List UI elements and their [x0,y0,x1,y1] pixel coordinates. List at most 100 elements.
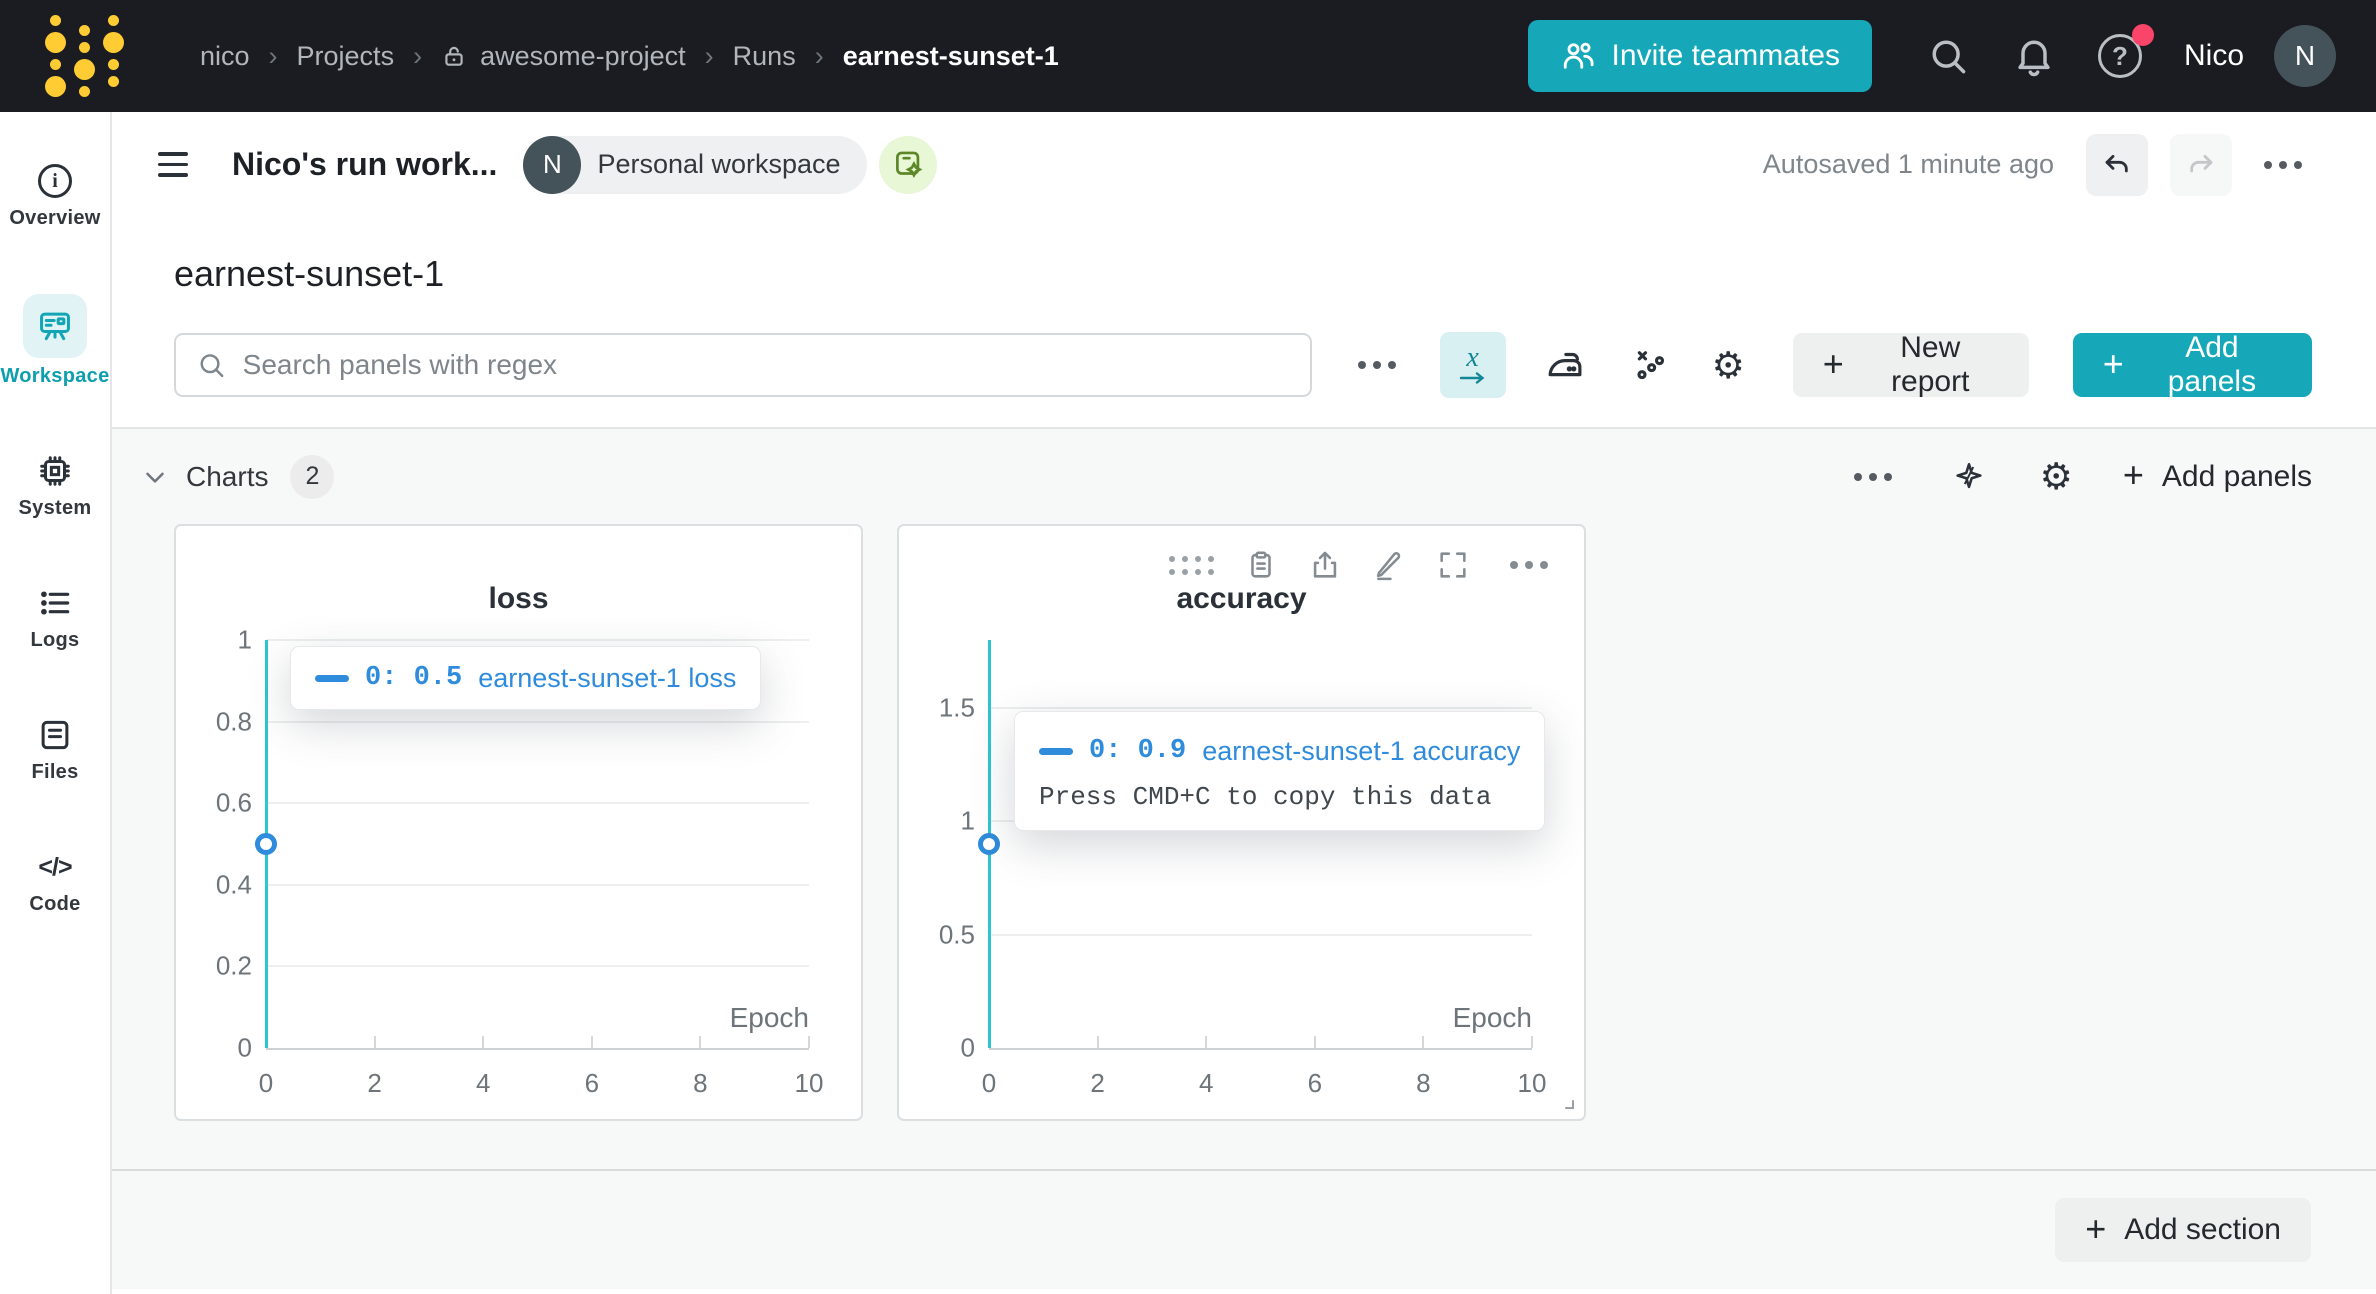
section-add-panels-button[interactable]: + Add panels [2122,454,2312,495]
plus-icon: + [1822,342,1844,384]
wandb-logo-icon[interactable] [44,15,124,97]
workspace-avatar: N [523,135,582,194]
add-section-button[interactable]: + Add section [2055,1198,2311,1262]
x-axis-settings-button[interactable]: x [1439,332,1506,398]
chevron-down-icon[interactable] [140,462,170,492]
user-name[interactable]: Nico [2183,39,2244,72]
chart-title: loss [488,582,549,615]
data-point-marker [978,833,1000,855]
x-tick-mark [808,1036,810,1048]
sparkle-icon[interactable] [1948,456,1990,498]
workspace-title[interactable]: Nico's run work... [232,146,498,182]
sidebar-item-label: Workspace [0,365,110,387]
help-button[interactable]: ? [2092,24,2154,84]
breadcrumb-separator: › [814,40,824,71]
breadcrumb-project[interactable]: awesome-project [480,40,686,71]
x-tick-label: 6 [1307,1068,1323,1098]
sidebar-item-workspace[interactable]: Workspace [0,294,109,388]
drag-handle-icon[interactable] [1169,555,1214,575]
breadcrumb-separator: › [704,40,714,71]
plus-icon: + [2085,1207,2107,1249]
sidebar-item-system[interactable]: System [19,452,92,520]
search-icon [1932,40,1966,74]
help-icon: ? [2097,34,2142,78]
panel-overflow-icon[interactable] [1500,551,1558,579]
breadcrumb-projects[interactable]: Projects [296,40,395,71]
undo-button[interactable] [2086,133,2148,196]
y-tick-label: 0.6 [215,787,252,818]
x-tick-mark [699,1036,702,1048]
x-tick-label: 8 [1416,1068,1431,1098]
charts-count-badge: 2 [290,454,335,499]
workspace-overflow-menu-icon[interactable] [2254,151,2312,179]
footer: + Add section [112,1171,2376,1289]
run-name-heading: earnest-sunset-1 [174,253,445,294]
charts-section-header: Charts 2 ⚙ + Add panels [112,429,2376,524]
sparkle-panel-button[interactable] [878,135,937,194]
add-section-label: Add section [2124,1213,2281,1246]
sidebar-item-label: System [18,497,92,519]
chart-tooltip: 0: 0.9 earnest-sunset-1 accuracy Press C… [1014,711,1546,831]
redo-button[interactable] [2170,133,2232,196]
panel-grid: loss 0 0.2 0.4 0.6 0.8 1 0 2 4 6 8 10 Epoch 0: 0.5 e… [174,524,1586,1121]
x-tick-label: 8 [693,1068,708,1098]
panel-search-overflow-icon[interactable] [1348,351,1406,379]
sidebar-item-logs[interactable]: Logs [31,584,80,652]
panel-resize-handle[interactable] [1558,1093,1578,1113]
breadcrumb-run-name[interactable]: earnest-sunset-1 [842,40,1059,71]
plus-icon: + [2122,454,2144,495]
workspace-header-actions: Autosaved 1 minute ago [1762,133,2312,196]
panel-search [174,333,1312,397]
x-tick-mark [1205,1036,1208,1048]
breadcrumb-separator: › [413,40,423,71]
outliers-scatter-icon[interactable] [1624,340,1674,390]
sidebar-item-overview[interactable]: i Overview [9,162,100,230]
menu-icon[interactable] [158,145,198,185]
tooltip-copy-hint: Press CMD+C to copy this data [1039,782,1492,812]
notifications-button[interactable] [2006,28,2062,84]
autosave-status: Autosaved 1 minute ago [1762,149,2054,179]
workspace-tile [23,294,87,358]
add-panels-button[interactable]: + Add panels [2072,331,2312,398]
invite-teammates-button[interactable]: Invite teammates [1527,20,1872,92]
fullscreen-icon[interactable] [1436,548,1470,582]
add-people-icon [1563,42,1594,69]
chart-panel-loss[interactable]: loss 0 0.2 0.4 0.6 0.8 1 0 2 4 6 8 10 Epoch 0: 0.5 e… [174,524,863,1121]
undo-icon [2105,154,2128,172]
global-search-button[interactable] [1920,28,1976,84]
panel-search-input[interactable] [242,349,1290,381]
search-icon [200,354,224,378]
panels-toolbar: x ⚙ [112,303,2376,398]
x-tick-mark [482,1036,485,1048]
personal-workspace-badge[interactable]: N Personal workspace [523,135,867,194]
chart-title: accuracy [1176,582,1307,615]
new-report-button[interactable]: + New report [1792,331,2029,398]
chart-panel-accuracy[interactable]: accuracy 0 0.5 1 1.5 0 2 4 6 8 10 Epoch 0: 0.9 ear… [897,524,1586,1121]
y-tick-label: 0.8 [215,706,252,737]
export-panel-icon[interactable] [1308,548,1342,582]
section-overflow-icon[interactable] [1844,463,1902,491]
sidebar-item-files[interactable]: Files [31,716,78,784]
x-tick-mark [373,1036,376,1048]
breadcrumb-runs[interactable]: Runs [732,40,796,71]
section-settings-gear-icon[interactable]: ⚙ [2036,454,2077,499]
y-gridline [266,720,809,723]
y-tick-label: 0 [960,1032,975,1063]
sidebar-item-code[interactable]: </> Code [29,848,80,916]
sidebar-item-label: Files [31,761,79,783]
breadcrumb-entity[interactable]: nico [200,40,250,71]
y-tick-label: 1 [237,624,252,655]
tooltip-value: 0: 0.9 [1089,736,1187,766]
x-tick-label: 2 [367,1068,382,1098]
smoothing-iron-icon[interactable] [1540,340,1590,390]
x-tick-label: 4 [475,1068,491,1098]
copy-panel-icon[interactable] [1244,548,1278,582]
arrow-right-icon [1459,372,1484,384]
x-axis-title: Epoch [1452,1002,1532,1033]
y-tick-label: 1 [960,805,975,836]
workspace-settings-gear-icon[interactable]: ⚙ [1708,343,1749,388]
avatar[interactable]: N [2274,25,2336,87]
y-tick-label: 0.5 [938,919,975,950]
edit-panel-pencil-icon[interactable] [1372,548,1406,582]
y-tick-label: 0.4 [215,869,252,900]
